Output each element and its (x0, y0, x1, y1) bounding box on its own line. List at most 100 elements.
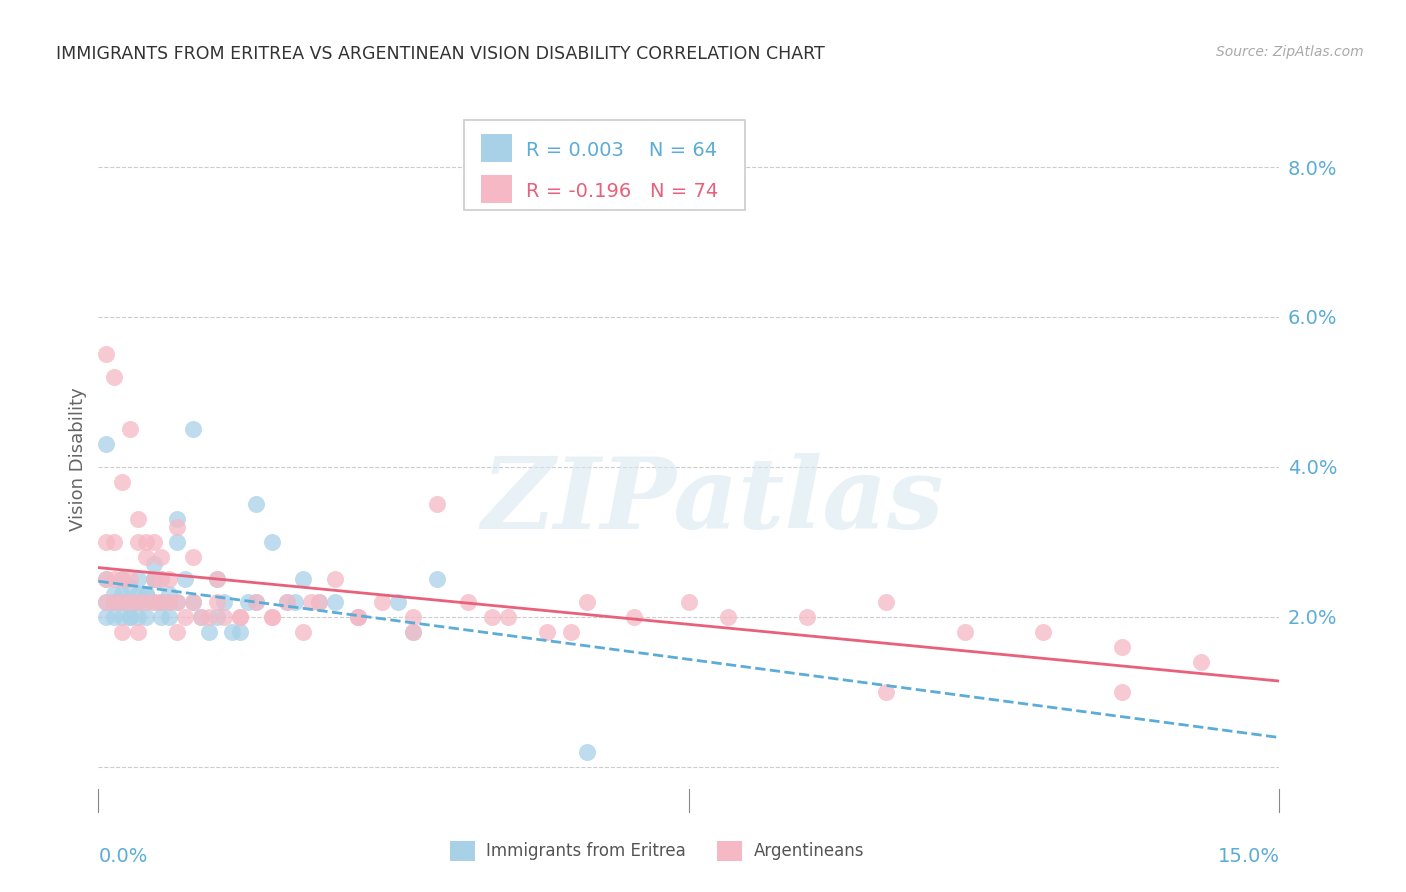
Point (205, 572, 228, 586)
Point (166, 534, 188, 549)
Point (245, 497, 267, 511)
Point (127, 512, 149, 526)
Y-axis label: Vision Disability: Vision Disability (69, 387, 87, 532)
Point (118, 609, 141, 624)
Point (96, 595, 118, 609)
Point (575, 745, 598, 759)
Point (205, 595, 228, 609)
Point (166, 512, 188, 526)
Point (127, 595, 149, 609)
Point (1111, 640, 1133, 654)
Point (214, 595, 236, 609)
Point (135, 587, 157, 601)
Point (292, 572, 315, 586)
Point (260, 609, 283, 624)
Point (118, 572, 141, 586)
Point (371, 595, 394, 609)
Point (142, 572, 165, 586)
Point (496, 609, 519, 624)
Point (308, 595, 330, 609)
Point (111, 595, 134, 609)
Point (205, 609, 228, 624)
Point (157, 609, 180, 624)
Point (135, 549, 157, 564)
Text: Immigrants from Eritrea: Immigrants from Eritrea (486, 842, 686, 860)
Point (150, 595, 173, 609)
Point (135, 534, 157, 549)
Point (118, 422, 141, 436)
Point (875, 685, 897, 699)
Point (457, 595, 479, 609)
Point (118, 609, 141, 624)
Point (135, 595, 157, 609)
Point (402, 624, 425, 639)
Point (575, 595, 598, 609)
Point (796, 609, 818, 624)
Point (118, 595, 141, 609)
Point (402, 624, 425, 639)
Point (103, 609, 125, 624)
Point (150, 572, 173, 586)
Point (127, 534, 149, 549)
Point (229, 624, 252, 639)
Point (181, 549, 204, 564)
Point (118, 580, 141, 594)
Point (236, 595, 259, 609)
Point (96, 347, 118, 361)
Point (111, 595, 134, 609)
Point (96, 572, 118, 586)
Point (96, 534, 118, 549)
Point (111, 609, 134, 624)
Point (135, 587, 157, 601)
Point (142, 572, 165, 586)
Point (1111, 685, 1133, 699)
Point (111, 587, 134, 601)
Point (426, 497, 449, 511)
Point (347, 609, 370, 624)
Point (347, 609, 370, 624)
Point (103, 595, 125, 609)
Point (623, 609, 645, 624)
Point (111, 475, 134, 489)
Point (229, 609, 252, 624)
Point (150, 572, 173, 586)
Point (142, 534, 165, 549)
Point (953, 624, 976, 639)
Point (181, 422, 204, 436)
Point (166, 595, 188, 609)
Point (678, 595, 700, 609)
Point (481, 609, 503, 624)
Point (308, 595, 330, 609)
Point (142, 595, 165, 609)
Text: 15.0%: 15.0% (1218, 847, 1279, 866)
Point (103, 572, 125, 586)
Point (260, 534, 283, 549)
Point (717, 609, 740, 624)
Point (323, 572, 346, 586)
Point (347, 609, 370, 624)
Point (157, 587, 180, 601)
Point (245, 595, 267, 609)
Text: R = 0.003    N = 64: R = 0.003 N = 64 (526, 141, 717, 160)
Point (166, 595, 188, 609)
Point (299, 595, 322, 609)
Point (111, 624, 134, 639)
Point (197, 609, 219, 624)
Point (96, 595, 118, 609)
Point (111, 572, 134, 586)
Point (229, 609, 252, 624)
Point (190, 609, 212, 624)
Point (181, 595, 204, 609)
Point (150, 595, 173, 609)
Text: Argentineans: Argentineans (754, 842, 865, 860)
Point (103, 587, 125, 601)
Point (118, 595, 141, 609)
Point (111, 572, 134, 586)
Point (150, 609, 173, 624)
Point (127, 624, 149, 639)
Point (292, 624, 315, 639)
Point (402, 609, 425, 624)
Point (103, 370, 125, 384)
Point (142, 595, 165, 609)
Point (103, 595, 125, 609)
